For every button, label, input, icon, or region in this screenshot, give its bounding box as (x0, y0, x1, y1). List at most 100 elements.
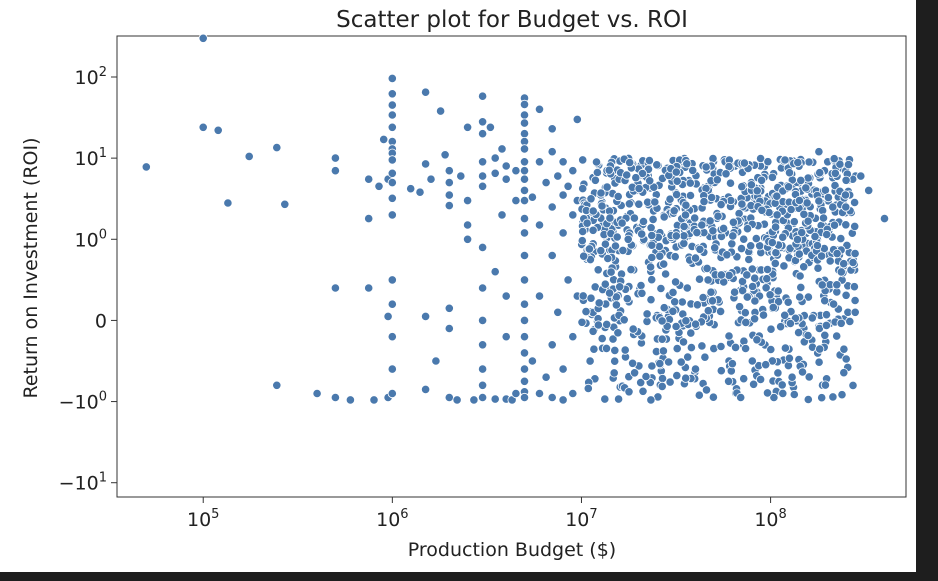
data-point (756, 175, 767, 185)
data-point (694, 274, 705, 284)
data-point (816, 251, 827, 261)
data-point (721, 169, 731, 179)
data-point (789, 389, 799, 400)
data-point (519, 166, 530, 176)
data-point (780, 343, 791, 353)
data-point (823, 193, 834, 203)
data-point (849, 197, 860, 208)
data-point (737, 276, 748, 286)
data-point (312, 388, 322, 399)
data-point (841, 290, 851, 300)
data-point (519, 228, 530, 238)
data-point (387, 210, 397, 220)
data-point (477, 181, 488, 191)
data-point (700, 352, 710, 362)
data-point (597, 333, 607, 344)
y-tick-label: 0 (95, 310, 107, 332)
data-point (716, 200, 726, 210)
data-point (619, 315, 629, 325)
data-point (678, 337, 689, 347)
data-point (606, 267, 616, 277)
data-point (762, 264, 773, 275)
data-point (558, 190, 568, 200)
data-point (762, 388, 773, 398)
data-point (849, 282, 860, 292)
data-point (577, 317, 587, 327)
data-point (785, 318, 796, 329)
data-point (767, 238, 777, 248)
data-point (671, 231, 681, 241)
data-point (686, 342, 697, 353)
data-point (736, 392, 746, 403)
data-point (695, 244, 705, 254)
data-point (330, 392, 340, 403)
data-point (435, 106, 446, 116)
data-point (799, 262, 809, 272)
data-point (783, 297, 793, 307)
data-point (665, 377, 675, 387)
data-point (647, 361, 657, 371)
data-point (701, 385, 712, 395)
data-point (387, 110, 397, 120)
data-point (519, 332, 530, 342)
data-point (519, 185, 530, 195)
data-point (694, 390, 704, 400)
data-point (654, 241, 664, 252)
data-point (601, 343, 612, 353)
data-point (839, 259, 849, 269)
data-point (795, 292, 805, 302)
data-point (387, 299, 397, 309)
data-point (820, 380, 831, 390)
data-point (707, 296, 718, 306)
data-point (646, 223, 656, 233)
data-point (636, 377, 646, 388)
data-point (746, 241, 756, 251)
data-point (553, 307, 563, 317)
data-point (685, 190, 696, 201)
data-point (420, 311, 431, 321)
data-point (779, 261, 789, 271)
data-point (848, 257, 858, 268)
data-point (415, 187, 425, 197)
data-point (690, 253, 701, 263)
data-point (330, 283, 340, 293)
data-point (444, 392, 454, 403)
x-axis: 105 106 107 108 (187, 497, 787, 531)
data-point (770, 258, 780, 268)
y-tick-label: 101 (75, 146, 107, 170)
data-point (817, 280, 827, 290)
data-point (420, 87, 431, 97)
data-point (761, 283, 771, 293)
data-point (490, 168, 500, 178)
data-point (444, 323, 454, 334)
data-point (626, 264, 636, 275)
data-point (629, 213, 640, 223)
y-axis: 102 101 100 0 −100 −101 (59, 65, 117, 495)
data-point (581, 306, 591, 317)
data-point (794, 195, 805, 206)
data-point (593, 320, 604, 330)
data-point (558, 228, 568, 238)
data-point (558, 395, 568, 405)
data-point (622, 294, 632, 304)
data-point (519, 110, 530, 120)
data-point (477, 171, 488, 181)
data-point (829, 220, 840, 230)
data-point (613, 394, 624, 404)
data-point (705, 216, 715, 226)
x-tick-label: 106 (376, 507, 408, 531)
data-point (724, 331, 734, 341)
data-point (656, 283, 666, 294)
data-point (815, 344, 825, 354)
data-point (558, 364, 568, 374)
data-point (690, 319, 701, 329)
data-point (836, 234, 846, 244)
data-point (477, 315, 488, 325)
data-point (762, 274, 772, 284)
data-point (740, 343, 751, 354)
data-point (657, 373, 668, 384)
data-point (426, 174, 436, 184)
data-point (420, 384, 431, 394)
data-point (646, 395, 656, 405)
data-point (746, 180, 757, 190)
